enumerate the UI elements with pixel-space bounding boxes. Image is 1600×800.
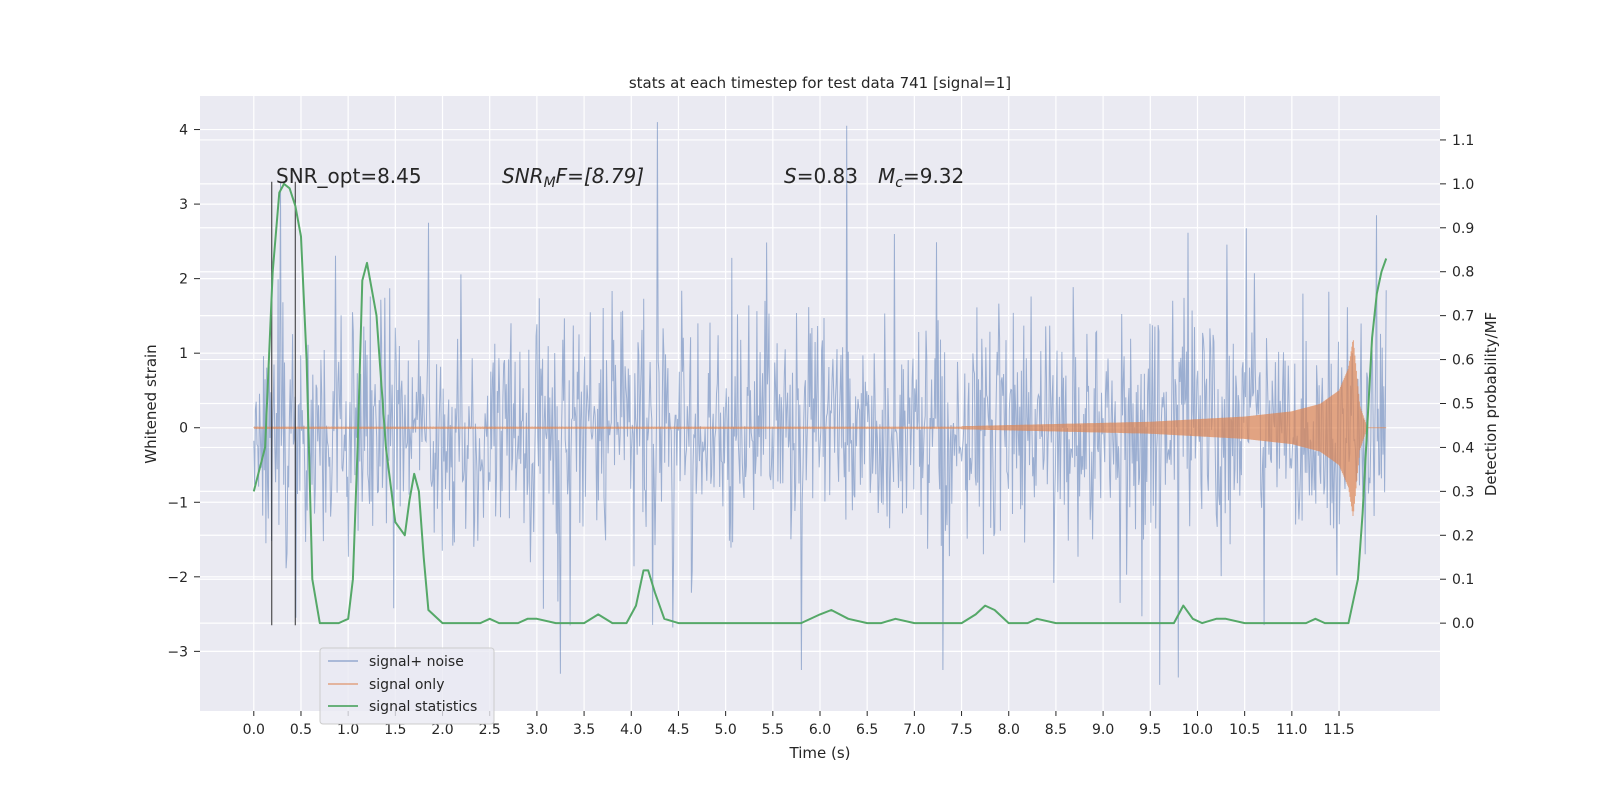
legend-box xyxy=(319,647,495,725)
s-value: =0.83 xyxy=(797,164,858,188)
x-tick-label: 0.0 xyxy=(243,722,265,738)
x-tick-label: 9.0 xyxy=(1092,722,1114,738)
snr-mf-symbol: SNR xyxy=(502,164,544,188)
annotation-snr-mf: SNRMF=[8.79] xyxy=(502,164,644,191)
right-y-axis-label: Detection probability/MF xyxy=(1482,312,1500,496)
y-axis-ticks: −3 −2 −1 0 1 2 3 4 xyxy=(167,123,200,660)
right-y-tick-label: 0.8 xyxy=(1452,265,1474,281)
x-tick-label: 8.5 xyxy=(1045,722,1067,738)
legend-label-signal-noise: signal+ noise xyxy=(369,654,464,670)
vertical-markers xyxy=(271,181,296,626)
right-y-tick-label: 0.9 xyxy=(1452,221,1474,237)
mc-subscript: c xyxy=(895,175,903,191)
right-y-tick-label: 1.0 xyxy=(1452,177,1474,193)
annotation-s: S=0.83 xyxy=(784,164,858,188)
x-axis-label: Time (s) xyxy=(789,744,851,762)
x-tick-label: 7.5 xyxy=(950,722,972,738)
x-tick-label: 1.0 xyxy=(337,722,359,738)
x-tick-label: 3.0 xyxy=(526,722,548,738)
y-tick-label: 1 xyxy=(179,346,188,362)
right-y-tick-label: 0.7 xyxy=(1452,309,1474,325)
legend-label-signal-only: signal only xyxy=(369,677,444,693)
y-tick-label: −1 xyxy=(167,495,188,511)
y-tick-label: 3 xyxy=(179,197,188,213)
right-y-tick-label: 0.5 xyxy=(1452,397,1474,413)
x-tick-label: 4.0 xyxy=(620,722,642,738)
x-tick-label: 2.5 xyxy=(479,722,501,738)
x-tick-label: 10.0 xyxy=(1182,722,1213,738)
y-tick-label: 2 xyxy=(179,272,188,288)
right-y-tick-label: 0.2 xyxy=(1452,528,1474,544)
signal-statistics-line xyxy=(252,182,1388,625)
signal-noise-series xyxy=(253,122,1387,685)
right-y-tick-label: 1.1 xyxy=(1452,133,1474,149)
y-axis-label: Whitened strain xyxy=(142,344,160,463)
x-tick-label: 6.5 xyxy=(856,722,878,738)
x-tick-label: 0.5 xyxy=(290,722,312,738)
signal-statistics-series xyxy=(252,182,1388,625)
legend-label-signal-statistics: signal statistics xyxy=(369,699,477,715)
right-y-tick-label: 0.6 xyxy=(1452,353,1474,369)
x-tick-label: 3.5 xyxy=(573,722,595,738)
mc-symbol: M xyxy=(878,164,895,188)
x-tick-label: 11.5 xyxy=(1323,722,1354,738)
signal-noise-line xyxy=(253,122,1387,685)
x-tick-label: 4.5 xyxy=(667,722,689,738)
x-tick-label: 1.5 xyxy=(384,722,406,738)
snr-mf-subscript: M xyxy=(544,175,556,191)
right-y-tick-label: 0.3 xyxy=(1452,484,1474,500)
signal-only-series xyxy=(253,340,1387,517)
x-tick-label: 10.5 xyxy=(1229,722,1260,738)
x-tick-label: 11.0 xyxy=(1276,722,1307,738)
x-tick-label: 5.5 xyxy=(762,722,784,738)
x-tick-label: 5.0 xyxy=(714,722,736,738)
annotation-snr-opt: SNR_opt=8.45 xyxy=(276,164,422,188)
right-y-tick-label: 0.1 xyxy=(1452,572,1474,588)
right-y-tick-label: 0.0 xyxy=(1452,616,1474,632)
x-tick-label: 6.0 xyxy=(809,722,831,738)
x-tick-label: 7.0 xyxy=(903,722,925,738)
x-tick-label: 9.5 xyxy=(1139,722,1161,738)
right-y-tick-label: 0.4 xyxy=(1452,440,1474,456)
y-tick-label: −3 xyxy=(167,644,188,660)
y-tick-label: 0 xyxy=(179,421,188,437)
y-tick-label: 4 xyxy=(179,123,188,139)
mc-value: =9.32 xyxy=(903,164,964,188)
s-symbol: S xyxy=(784,164,797,188)
legend: signal+ noise signal only signal statist… xyxy=(319,647,495,725)
snr-mf-tail: F=[8.79] xyxy=(556,164,644,188)
x-axis-ticks: 0.0 0.5 1.0 1.5 2.0 2.5 3.0 3.5 4.0 4.5 5.0 5.5 6.0 6… xyxy=(243,711,1355,738)
signal-only-line xyxy=(253,340,1387,517)
x-tick-label: 8.0 xyxy=(998,722,1020,738)
right-y-axis-ticks: 0.0 0.1 0.2 0.3 0.4 0.5 0.6 0.7 0.8 0.9 1.0 1.1 xyxy=(1440,133,1474,632)
annotation-mc: Mc=9.32 xyxy=(878,164,964,191)
x-tick-label: 2.0 xyxy=(431,722,453,738)
chart-title: stats at each timestep for test data 741… xyxy=(629,74,1011,92)
y-tick-label: −2 xyxy=(167,570,188,586)
